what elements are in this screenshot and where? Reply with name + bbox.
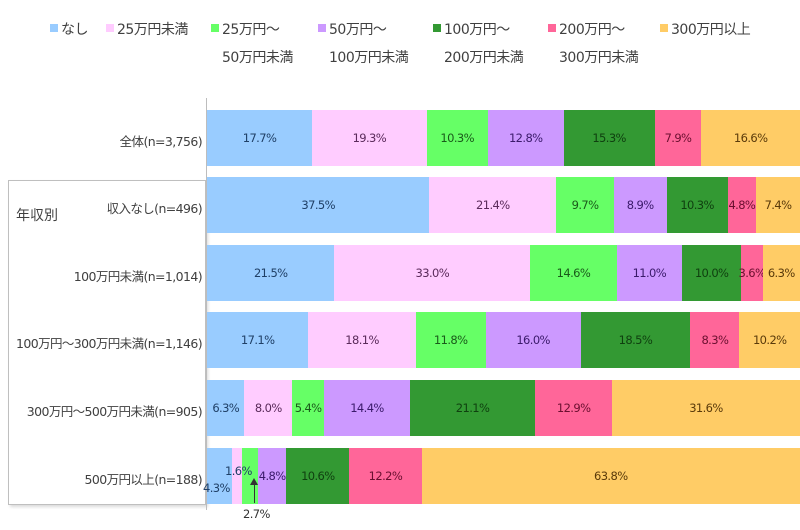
- bar-segment-200-300: 4.8%: [727, 177, 757, 233]
- data-label-500-plus-none: 4.3%: [203, 481, 230, 495]
- legend-item-50-100: 50万円～ 100万円未満: [318, 16, 409, 72]
- bar-segment-25-50: 9.7%: [556, 177, 614, 233]
- bar-segment-50-100: 16.0%: [485, 312, 581, 368]
- bar-segment-25-50: 10.3%: [426, 110, 488, 166]
- bar-segment-none: 17.7%: [207, 110, 313, 166]
- bar-segment-under-25: 21.4%: [429, 177, 557, 233]
- callout-arrow-line: [254, 481, 255, 503]
- legend-item-none: なし: [50, 16, 89, 44]
- bar-segment-under-25: [232, 448, 242, 504]
- legend-label: 25万円～: [222, 22, 280, 38]
- row-label-total: 全体(n=3,756): [119, 134, 203, 149]
- bar-segment-200-300: 12.2%: [349, 448, 422, 504]
- bar-segment-none: [207, 448, 233, 504]
- bar-segment-under-25: 8.0%: [244, 380, 293, 436]
- legend-label: なし: [61, 22, 89, 38]
- bar-segment-100-200: 10.3%: [666, 177, 728, 233]
- legend-label-line2: 200万円未満: [444, 50, 524, 66]
- legend-label: 300万円以上: [671, 22, 751, 38]
- bar-segment-under-25: 19.3%: [312, 110, 427, 166]
- bar-segment-50-100: 8.9%: [613, 177, 667, 233]
- bar-segment-100-200: 15.3%: [563, 110, 655, 166]
- bar-segment-200-300: 7.9%: [654, 110, 702, 166]
- bar-segment-100-200: 18.5%: [580, 312, 691, 368]
- row-label-100-300: 100万円～300万円未満(n=1,146): [16, 336, 203, 351]
- legend-swatch-100-200: [433, 24, 441, 32]
- bar-segment-50-100: 11.0%: [616, 245, 682, 301]
- legend-swatch-25-50: [211, 24, 219, 32]
- bar-segment-50-100: 12.8%: [487, 110, 564, 166]
- bar-segment-300-plus: 6.3%: [762, 245, 800, 301]
- bar-segment-200-300: 12.9%: [535, 380, 612, 436]
- legend-swatch-200-300: [548, 24, 556, 32]
- bar-segment-100-200: 10.6%: [286, 448, 350, 504]
- bar-no-income: 37.5% 21.4% 9.7% 8.9% 10.3% 4.8% 7.4%: [207, 177, 800, 233]
- legend-item-300-plus: 300万円以上: [660, 16, 751, 44]
- bar-segment-25-50: 5.4%: [292, 380, 325, 436]
- bar-segment-50-100: 14.4%: [324, 380, 410, 436]
- data-label-500-plus-25-50: 2.7%: [243, 507, 270, 521]
- income-group-box: [8, 180, 206, 505]
- legend-swatch-under-25: [106, 24, 114, 32]
- legend-label: 200万円～: [559, 22, 625, 38]
- legend-item-200-300: 200万円～ 300万円未満: [548, 16, 639, 72]
- legend-item-100-200: 100万円～ 200万円未満: [433, 16, 524, 72]
- bar-segment-none: 21.5%: [207, 245, 335, 301]
- row-label-under-100: 100万円未満(n=1,014): [73, 269, 203, 284]
- bar-segment-200-300: 3.6%: [739, 245, 766, 301]
- bar-segment-none: 37.5%: [207, 177, 430, 233]
- row-label-no-income: 収入なし(n=496): [106, 201, 203, 216]
- income-group-label: 年収別: [16, 208, 58, 224]
- bar-segment-100-200: 21.1%: [409, 380, 536, 436]
- data-label-500-plus-under-25: 1.6%: [225, 464, 252, 478]
- bar-segment-300-plus: 31.6%: [612, 380, 800, 436]
- legend-swatch-none: [50, 24, 58, 32]
- legend-item-under-25: 25万円未満: [106, 16, 188, 44]
- bar-segment-25-50: 14.6%: [530, 245, 617, 301]
- bar-300-500: 6.3% 8.0% 5.4% 14.4% 21.1% 12.9% 31.6%: [207, 380, 800, 436]
- category-axis-line: [206, 98, 207, 510]
- bar-segment-200-300: 8.3%: [690, 312, 740, 368]
- bar-segment-under-25: 33.0%: [334, 245, 531, 301]
- legend-label: 25万円未満: [117, 22, 188, 38]
- bar-segment-none: 17.1%: [207, 312, 309, 368]
- bar-under-100: 21.5% 33.0% 14.6% 11.0% 10.0% 3.6% 6.3%: [207, 245, 800, 301]
- legend-label-line2: 50万円未満: [222, 50, 293, 66]
- legend-label-line2: 100万円未満: [329, 50, 409, 66]
- bar-segment-300-plus: 16.6%: [701, 110, 800, 166]
- legend-item-25-50: 25万円～ 50万円未満: [211, 16, 293, 72]
- row-label-300-500: 300万円～500万円未満(n=905): [26, 404, 203, 419]
- bar-segment-300-plus: 10.2%: [739, 312, 800, 368]
- chart-legend: なし 25万円未満 25万円～ 50万円未満 50万円～ 100万円未満 100…: [0, 16, 800, 86]
- legend-label: 100万円～: [444, 22, 510, 38]
- bar-100-300: 17.1% 18.1% 11.8% 16.0% 18.5% 8.3% 10.2%: [207, 312, 800, 368]
- bar-segment-50-100: 4.8%: [257, 448, 287, 504]
- bar-segment-100-200: 10.0%: [681, 245, 742, 301]
- legend-swatch-50-100: [318, 24, 326, 32]
- legend-label: 50万円～: [329, 22, 387, 38]
- bar-segment-25-50: 11.8%: [415, 312, 486, 368]
- row-label-500-plus: 500万円以上(n=188): [84, 472, 203, 487]
- bar-segment-under-25: 18.1%: [308, 312, 416, 368]
- bar-segment-300-plus: 63.8%: [421, 448, 800, 504]
- bar-500-plus: 4.8% 10.6% 12.2% 63.8%: [207, 448, 800, 504]
- legend-label-line2: 300万円未満: [559, 50, 639, 66]
- bar-segment-none: 6.3%: [207, 380, 245, 436]
- bar-segment-300-plus: 7.4%: [756, 177, 800, 233]
- bar-total: 17.7% 19.3% 10.3% 12.8% 15.3% 7.9% 16.6%: [207, 110, 800, 166]
- legend-swatch-300-plus: [660, 24, 668, 32]
- bar-segment-25-50: [241, 448, 258, 504]
